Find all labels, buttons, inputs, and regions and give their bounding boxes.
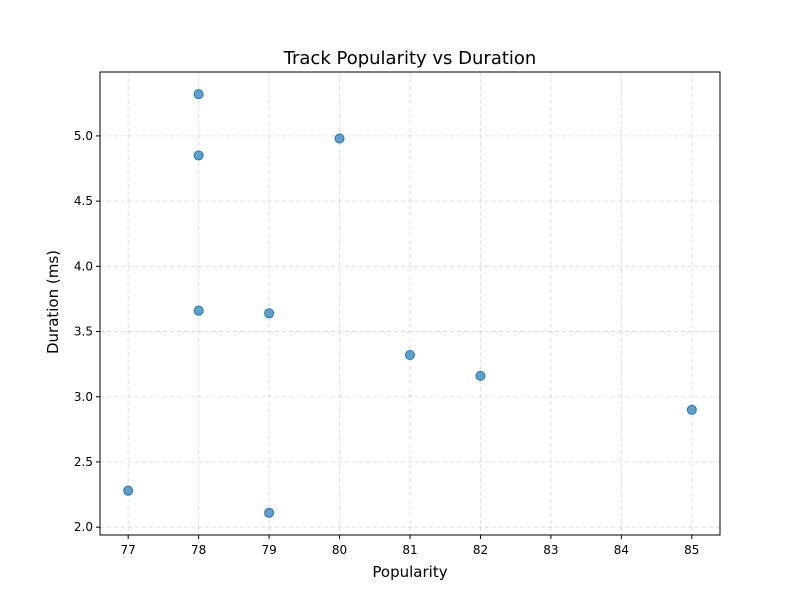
data-point xyxy=(193,150,204,161)
grid-layer xyxy=(100,72,720,535)
y-tick-label: 2.0 xyxy=(74,520,93,534)
x-tick-label: 79 xyxy=(261,543,276,557)
x-tick-label: 85 xyxy=(684,543,699,557)
y-axis-label: Duration (ms) xyxy=(44,250,62,354)
data-point xyxy=(405,350,415,361)
x-tick-label: 77 xyxy=(121,543,136,557)
x-tick-label: 78 xyxy=(191,543,206,557)
data-point xyxy=(193,89,204,100)
tick-layer: 77 78 79 80 81 82 83 84 85 2.0 2.5 3.0 3.5 4.0 4.5 5.0 xyxy=(74,129,700,557)
point-layer xyxy=(123,89,697,518)
data-point xyxy=(686,404,697,415)
y-tick-label: 4.0 xyxy=(74,259,93,273)
x-axis-label: Popularity xyxy=(372,563,447,581)
x-tick-label: 84 xyxy=(614,543,629,557)
data-point xyxy=(264,507,275,518)
data-point xyxy=(334,133,345,144)
data-point xyxy=(193,305,204,316)
data-point xyxy=(475,370,486,381)
y-tick-label: 2.5 xyxy=(74,455,93,469)
x-tick-label: 82 xyxy=(473,543,488,557)
y-tick-label: 3.0 xyxy=(74,390,93,404)
y-tick-label: 3.5 xyxy=(74,325,93,339)
y-tick-label: 4.5 xyxy=(74,194,93,208)
data-point xyxy=(123,485,134,496)
chart-title: Track Popularity vs Duration xyxy=(283,48,537,69)
x-tick-label: 80 xyxy=(332,543,347,557)
x-tick-label: 83 xyxy=(543,543,558,557)
data-point xyxy=(264,308,275,319)
x-tick-label: 81 xyxy=(402,543,417,557)
y-tick-label: 5.0 xyxy=(74,129,93,143)
